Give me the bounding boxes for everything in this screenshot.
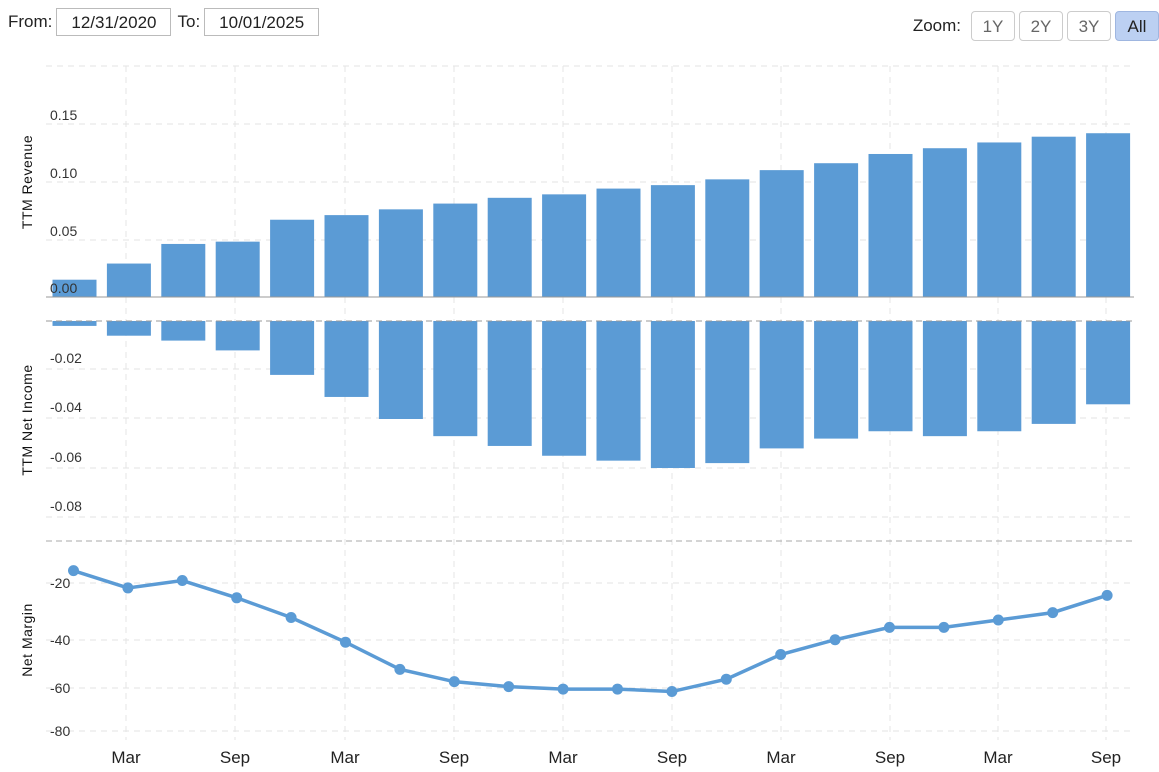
net-income-bar: [705, 321, 750, 464]
to-date-input[interactable]: 10/01/2025: [204, 8, 320, 36]
net-margin-point: [720, 673, 732, 685]
x-tick-label: Sep: [220, 748, 250, 767]
revenue-bar: [106, 263, 151, 297]
revenue-bar: [1086, 133, 1131, 297]
net-income-tick-label: -0.02: [50, 350, 82, 366]
revenue-bar: [378, 209, 423, 297]
x-tick-label: Mar: [548, 748, 578, 767]
net-income-bar: [922, 321, 967, 437]
net-income-bar: [1031, 321, 1076, 424]
revenue-bar: [922, 148, 967, 297]
x-tick-label: Mar: [766, 748, 796, 767]
net-margin-line: [72, 568, 1108, 694]
net-margin-tick-label: -80: [50, 723, 70, 739]
revenue-bar: [650, 185, 695, 297]
revenue-bar: [215, 241, 260, 297]
revenue-tick-label: 0.05: [50, 223, 77, 239]
net-margin-point: [122, 582, 134, 594]
revenue-bar: [270, 219, 315, 297]
net-income-axis-title: TTM Net Income: [19, 364, 35, 475]
x-tick-label: Mar: [983, 748, 1013, 767]
revenue-bar: [487, 197, 532, 297]
net-margin-point: [666, 686, 678, 698]
net-margin-axis-title: Net Margin: [19, 603, 35, 676]
net-margin-point: [448, 676, 460, 688]
revenue-bar: [596, 188, 641, 297]
net-margin-point: [340, 636, 351, 648]
date-range: From: 12/31/2020 To: 10/01/2025: [8, 8, 325, 36]
x-tick-label: Mar: [111, 748, 141, 767]
revenue-tick-label: 0.10: [50, 165, 77, 181]
net-income-bar: [542, 321, 587, 456]
net-income-bar: [106, 321, 151, 336]
net-income-bar: [52, 321, 97, 326]
net-margin-point: [557, 683, 569, 695]
net-income-bar: [324, 321, 369, 397]
net-margin-point: [938, 621, 950, 633]
from-date-input[interactable]: 12/31/2020: [56, 8, 172, 36]
net-margin-point: [503, 681, 515, 693]
net-margin-point: [285, 612, 297, 624]
net-margin-point: [992, 614, 1004, 626]
net-margin-point: [775, 649, 787, 661]
net-income-tick-label: -0.06: [50, 449, 82, 465]
net-margin-tick-label: -60: [50, 680, 70, 696]
x-tick-label: Mar: [330, 748, 360, 767]
zoom-2y-button[interactable]: 2Y: [1019, 11, 1063, 41]
x-tick-label: Sep: [875, 748, 905, 767]
revenue-bar: [814, 163, 859, 297]
net-income-bar: [378, 321, 423, 419]
net-income-bar: [650, 321, 695, 468]
net-margin-point: [884, 621, 895, 633]
zoom-label: Zoom:: [912, 16, 961, 35]
revenue-bar: [52, 279, 97, 297]
net-margin-point: [1101, 589, 1113, 601]
revenue-bar: [868, 153, 913, 297]
revenue-tick-label: 0.15: [50, 107, 77, 123]
revenue-bar: [542, 194, 587, 297]
net-income-bar: [215, 321, 260, 351]
x-tick-label: Sep: [657, 748, 687, 767]
net-margin-point: [68, 565, 79, 577]
x-tick-label: Sep: [439, 748, 469, 767]
net-income-bar: [1086, 321, 1131, 405]
net-income-bar: [759, 321, 804, 449]
net-margin-point: [231, 592, 243, 604]
to-label: To:: [177, 12, 201, 31]
net-margin-tick-label: -20: [50, 575, 70, 591]
x-tick-label: Sep: [1091, 748, 1121, 767]
net-margin-point: [612, 683, 623, 695]
net-income-bar: [596, 321, 641, 461]
net-income-bar: [487, 321, 532, 446]
revenue-bar: [433, 203, 478, 297]
zoom-3y-button[interactable]: 3Y: [1067, 11, 1111, 41]
net-income-bar: [868, 321, 913, 432]
revenue-bar: [977, 142, 1022, 297]
revenue-axis-title: TTM Revenue: [19, 135, 35, 229]
net-margin-point: [176, 575, 188, 587]
net-income-tick-label: -0.04: [50, 399, 82, 415]
from-label: From:: [8, 12, 53, 31]
net-margin-point: [829, 634, 841, 646]
net-income-bar: [270, 321, 315, 375]
net-income-bar: [161, 321, 206, 341]
zoom-all-button[interactable]: All: [1115, 11, 1159, 41]
zoom-1y-button[interactable]: 1Y: [971, 11, 1015, 41]
zoom-controls: Zoom: 1Y 2Y 3Y All: [913, 11, 1159, 41]
revenue-bar: [324, 215, 369, 297]
revenue-bar: [705, 179, 750, 297]
net-margin-tick-label: -40: [50, 632, 70, 648]
net-income-bar: [814, 321, 859, 439]
net-income-bar: [433, 321, 478, 437]
net-margin-point: [1047, 607, 1059, 619]
revenue-bar: [759, 170, 804, 297]
revenue-bar: [1031, 136, 1076, 297]
revenue-bar: [161, 243, 206, 297]
net-margin-point: [394, 663, 406, 675]
net-income-bar: [977, 321, 1022, 432]
revenue-tick-label: 0.00: [50, 280, 77, 296]
net-income-tick-label: -0.08: [50, 498, 82, 514]
